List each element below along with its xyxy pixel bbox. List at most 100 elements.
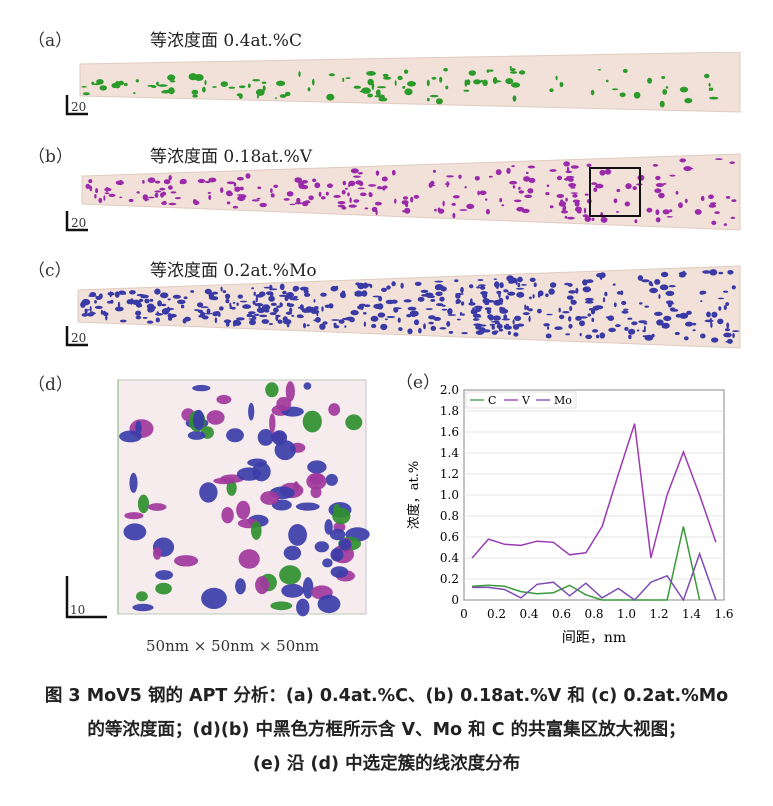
solute-cluster (232, 301, 236, 304)
panel-c-clusters (80, 269, 740, 344)
solute-cluster (407, 306, 417, 311)
solute-cluster (509, 180, 518, 185)
solute-cluster (616, 291, 622, 295)
solute-cluster (364, 207, 369, 210)
solute-cluster (528, 308, 533, 312)
solute-cluster (527, 165, 536, 169)
solute-cluster (132, 299, 141, 305)
isosurface-blob (199, 482, 218, 503)
solute-cluster (484, 301, 490, 306)
isosurface-blob (288, 524, 307, 546)
solute-cluster (269, 291, 274, 297)
chart-grid (464, 410, 724, 580)
solute-cluster (572, 193, 578, 198)
solute-cluster (148, 196, 155, 199)
solute-cluster (314, 182, 321, 189)
solute-cluster (170, 191, 177, 194)
solute-cluster (117, 301, 121, 308)
panel-b-tip-volume (81, 153, 741, 231)
solute-cluster (361, 290, 368, 297)
panel-c-label: （c） (28, 261, 72, 281)
solute-cluster (262, 85, 266, 91)
solute-cluster (381, 176, 388, 182)
solute-cluster (518, 70, 526, 75)
solute-cluster (202, 86, 206, 93)
solute-cluster (88, 312, 96, 315)
y-tick-label: 1.8 (440, 404, 459, 418)
solute-cluster (468, 70, 476, 76)
solute-cluster (123, 291, 126, 295)
solute-cluster (156, 81, 159, 86)
solute-cluster (647, 77, 653, 84)
solute-cluster (154, 192, 159, 198)
solute-cluster (324, 304, 330, 308)
solute-cluster (315, 316, 321, 323)
isosurface-blob (247, 458, 267, 467)
solute-cluster (270, 302, 277, 306)
solute-cluster (333, 194, 341, 198)
solute-cluster (461, 332, 468, 335)
solute-cluster (197, 302, 204, 308)
solute-cluster (426, 97, 430, 102)
solute-cluster (308, 195, 314, 201)
solute-cluster (142, 180, 145, 184)
solute-cluster (248, 318, 257, 320)
solute-cluster (504, 325, 512, 330)
solute-cluster (528, 315, 531, 322)
solute-cluster (379, 186, 387, 190)
panel-b-scalebar (65, 211, 88, 232)
solute-cluster (254, 303, 264, 307)
solute-cluster (188, 73, 198, 81)
solute-cluster (257, 186, 262, 190)
solute-cluster (513, 332, 519, 337)
solute-cluster (286, 303, 295, 307)
solute-cluster (566, 175, 575, 179)
solute-cluster (428, 182, 433, 188)
x-tick-label: 0.6 (552, 607, 571, 621)
solute-cluster (585, 300, 594, 304)
panel-b-needle (81, 153, 741, 231)
x-tick-labels: 0 0.2 0.4 0.6 0.8 1.0 1.2 1.4 1.6 (460, 607, 733, 621)
solute-cluster (439, 76, 443, 83)
solute-cluster (179, 178, 187, 185)
solute-cluster (328, 73, 335, 77)
solute-cluster (85, 183, 91, 189)
solute-cluster (562, 311, 570, 314)
solute-cluster (602, 297, 606, 303)
solute-cluster (251, 199, 260, 202)
solute-cluster (261, 319, 270, 324)
panel-a-scalebar (65, 95, 88, 116)
solute-cluster (633, 91, 641, 99)
solute-cluster (549, 282, 557, 288)
solute-cluster (249, 319, 256, 326)
solute-cluster (161, 303, 167, 307)
solute-cluster (204, 288, 212, 295)
solute-cluster (486, 299, 495, 303)
solute-cluster (155, 313, 164, 316)
solute-cluster (564, 205, 567, 211)
solute-cluster (296, 315, 304, 319)
solute-cluster (135, 315, 142, 320)
x-tick-label: 0.4 (519, 607, 538, 621)
solute-cluster (310, 306, 315, 313)
solute-cluster (133, 92, 136, 95)
solute-cluster (383, 76, 392, 80)
solute-cluster (478, 324, 487, 327)
solute-cluster (612, 283, 616, 286)
solute-cluster (521, 284, 527, 286)
solute-cluster (108, 193, 116, 197)
solute-cluster (529, 296, 532, 300)
solute-cluster (477, 279, 484, 281)
solute-cluster (686, 310, 692, 315)
solute-cluster (463, 89, 470, 92)
solute-cluster (208, 294, 215, 300)
solute-cluster (259, 202, 267, 208)
solute-cluster (284, 91, 291, 97)
solute-cluster (615, 324, 621, 328)
solute-cluster (256, 197, 261, 200)
isosurface-blob (306, 472, 327, 490)
y-tick-label: 0 (451, 593, 459, 607)
isosurface-blob (236, 500, 251, 520)
solute-cluster (274, 97, 278, 99)
solute-cluster (583, 207, 587, 214)
